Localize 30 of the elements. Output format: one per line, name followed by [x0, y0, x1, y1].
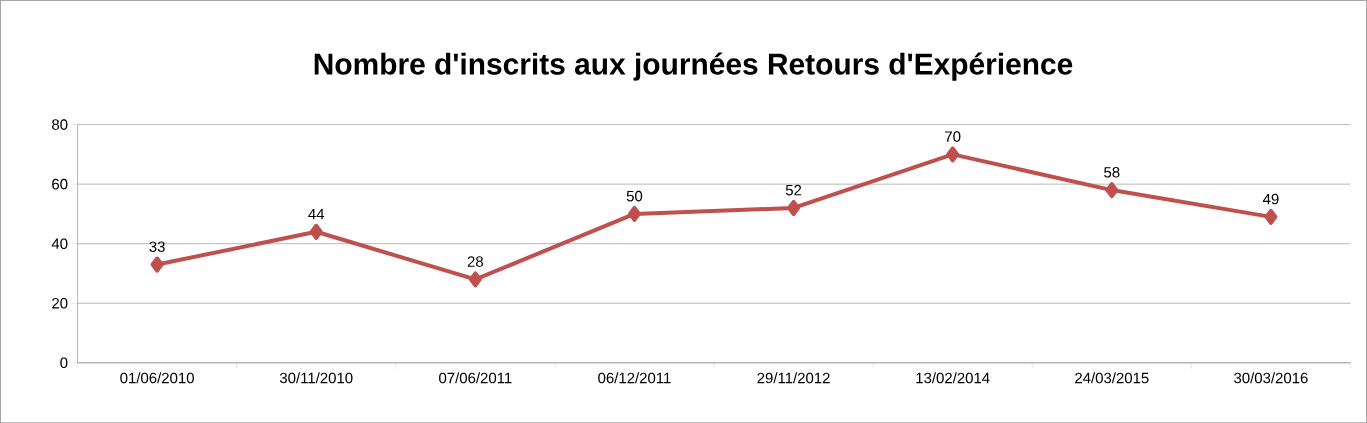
data-label: 70 [945, 131, 961, 142]
chart-title: Nombre d'inscrits aux journées Retours d'Expérience [314, 52, 1073, 81]
x-tick-label: 30/11/2010 [279, 372, 353, 384]
x-tick-label: 24/03/2015 [1075, 372, 1149, 384]
x-tick-label: 06/12/2011 [598, 372, 671, 384]
point [468, 271, 482, 288]
y-tick-label: 20 [52, 297, 68, 309]
data-label: 50 [626, 190, 643, 202]
point [309, 223, 323, 240]
data-label: 52 [785, 184, 802, 196]
data-label: 58 [1104, 166, 1120, 178]
x-tick-label: 29/11/2012 [757, 372, 830, 384]
y-tick-label: 80 [52, 119, 68, 130]
data-label: 49 [1262, 193, 1279, 205]
x-tick-label: 13/02/2014 [916, 372, 990, 384]
x-tick-label: 30/03/2016 [1234, 372, 1308, 384]
y-tick-label: 40 [51, 238, 68, 249]
x-tick-label: 01/06/2010 [120, 372, 194, 384]
point [1264, 208, 1278, 225]
data-label: 28 [467, 256, 484, 267]
x-tick-label: 07/06/2011 [439, 372, 512, 384]
point [787, 199, 801, 216]
point [946, 146, 960, 163]
data-label: 33 [149, 241, 165, 252]
point [150, 256, 164, 273]
point [1105, 181, 1119, 198]
y-tick-label: 60 [52, 178, 68, 190]
point [627, 205, 641, 222]
data-label: 44 [308, 208, 325, 220]
y-tick-label: 0 [60, 357, 68, 368]
